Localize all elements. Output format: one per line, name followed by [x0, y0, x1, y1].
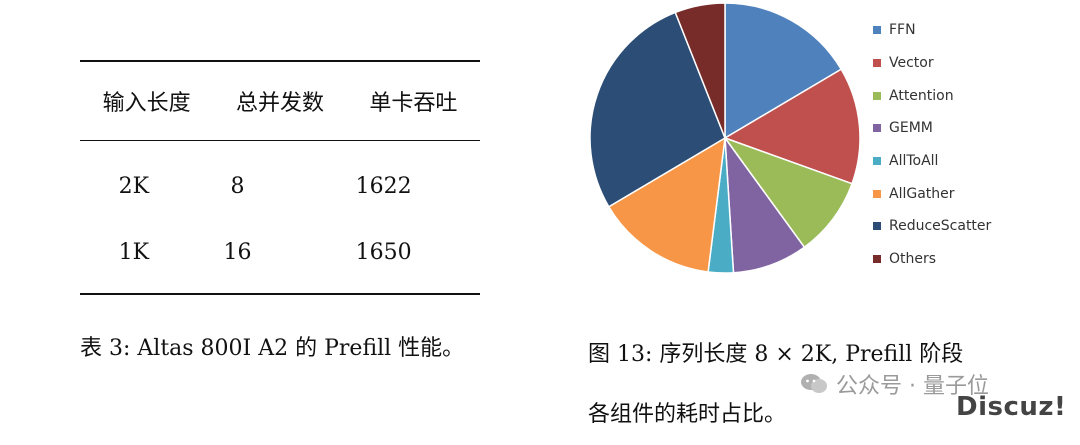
watermark: 公众号 · 量子位	[800, 368, 989, 400]
cell-total-concurrency: 16	[223, 239, 252, 265]
pie-slice-ffn	[724, 2, 843, 140]
figure-caption-line2: 各组件的耗时占比。	[588, 402, 787, 427]
table-bottom-rule	[80, 293, 480, 295]
legend-item-reducescatter: ReduceScatter	[873, 210, 991, 243]
watermark-text: 公众号 · 量子位	[836, 374, 989, 399]
cell-total-concurrency: 8	[230, 173, 245, 199]
legend-item-vector: Vector	[873, 47, 991, 80]
pie-slice-others	[674, 2, 726, 139]
legend-label: FFN	[889, 22, 916, 39]
wechat-icon	[801, 374, 827, 393]
figure-caption-line1: 图 13: 序列长度 8 × 2K, Prefill 阶段	[588, 342, 964, 367]
legend-item-gemm: GEMM	[873, 112, 991, 145]
legend-label: Vector	[889, 55, 934, 72]
legend-item-alltoall: AllToAll	[873, 145, 991, 178]
pie-slice-reducescatter	[589, 11, 726, 208]
legend-swatch	[873, 59, 881, 68]
legend-swatch	[873, 124, 881, 133]
legend-label: Others	[889, 251, 937, 268]
header-per-card-throughput: 单卡吞吐	[369, 91, 458, 116]
discuz-logo: Discuz!	[956, 392, 1067, 422]
performance-table-block: 输入长度 总并发数 单卡吞吐 2K 8 1622 1K 16 1650	[80, 60, 480, 295]
legend-item-others: Others	[873, 243, 991, 276]
table-row: 2K 8 1622	[80, 153, 480, 219]
chart-legend: FFN Vector Attention GEMM AllToAll AllGather R…	[873, 14, 991, 276]
legend-swatch	[873, 26, 881, 35]
legend-item-allgather: AllGather	[873, 177, 991, 210]
figure-caption: 图 13: 序列长度 8 × 2K, Prefill 阶段 各组件的耗时占比。	[588, 325, 963, 445]
legend-label: ReduceScatter	[889, 218, 992, 235]
cell-input-length: 1K	[118, 239, 150, 265]
header-total-concurrency: 总并发数	[235, 91, 324, 116]
pie-chart	[589, 2, 861, 274]
cell-throughput: 1650	[355, 239, 412, 265]
legend-swatch	[873, 91, 881, 100]
cell-input-length: 2K	[118, 173, 150, 199]
header-input-length: 输入长度	[102, 91, 191, 116]
legend-swatch	[873, 189, 881, 198]
legend-label: GEMM	[889, 120, 933, 137]
performance-table: 输入长度 总并发数 单卡吞吐	[80, 62, 480, 140]
legend-item-ffn: FFN	[873, 14, 991, 47]
pie-slice-allgather	[607, 136, 726, 273]
legend-swatch	[873, 157, 881, 166]
performance-table-body: 2K 8 1622 1K 16 1650	[80, 153, 480, 285]
table-caption: 表 3: Altas 800I A2 的 Prefill 性能。	[80, 336, 465, 361]
legend-swatch	[873, 222, 881, 231]
table-mid-rule	[80, 140, 480, 141]
pie-slice-vector	[723, 68, 861, 185]
legend-label: AllGather	[889, 185, 955, 202]
cell-throughput: 1622	[355, 173, 412, 199]
pie-slice-attention	[722, 136, 853, 249]
table-header-row: 输入长度 总并发数 单卡吞吐	[80, 62, 480, 140]
legend-label: Attention	[889, 87, 954, 104]
table-top-rule	[80, 60, 480, 62]
legend-swatch	[873, 255, 881, 264]
legend-label: AllToAll	[889, 153, 939, 170]
legend-item-attention: Attention	[873, 79, 991, 112]
table-row: 1K 16 1650	[80, 219, 480, 285]
